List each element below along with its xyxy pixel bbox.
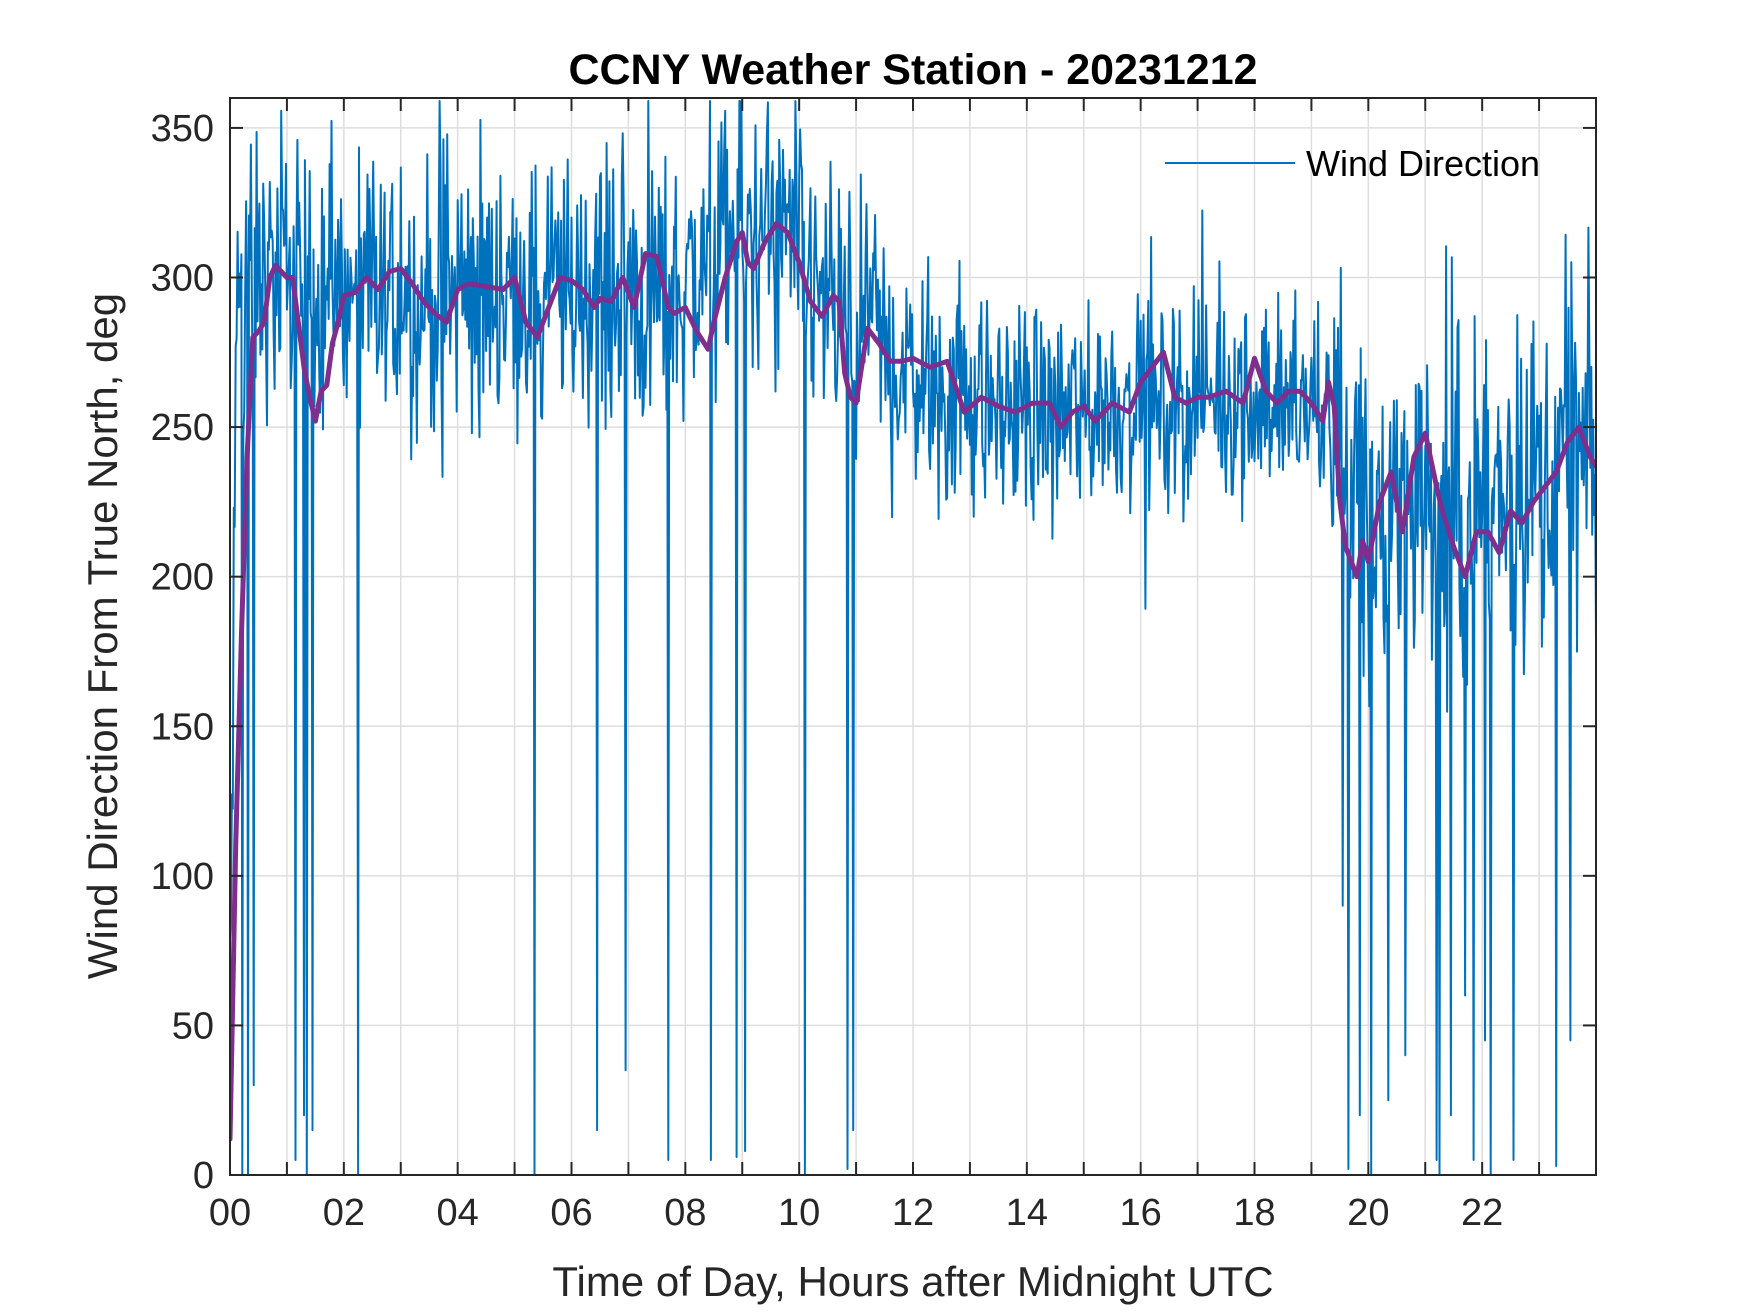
- x-tick-label: 20: [1347, 1192, 1389, 1234]
- chart-title: CCNY Weather Station - 20231212: [568, 46, 1257, 94]
- x-tick-label: 00: [209, 1192, 251, 1234]
- y-tick-label: 100: [151, 856, 214, 898]
- y-tick-label: 200: [151, 557, 214, 599]
- x-tick-label: 18: [1233, 1192, 1275, 1234]
- ticks: [230, 98, 1596, 1176]
- series-layer: [230, 100, 1596, 1175]
- x-tick-label: 04: [437, 1192, 479, 1234]
- y-tick-label: 150: [151, 706, 214, 748]
- x-tick-label: 16: [1120, 1192, 1162, 1234]
- y-tick-label: 50: [172, 1005, 214, 1047]
- y-axis-label: Wind Direction From True North, deg: [79, 293, 126, 979]
- x-tick-label: 02: [323, 1192, 365, 1234]
- y-tick-label: 350: [151, 108, 214, 150]
- legend-entry-wind-direction: Wind Direction: [1306, 143, 1540, 184]
- y-tick-label: 250: [151, 407, 214, 449]
- x-tick-label: 14: [1006, 1192, 1048, 1234]
- tick-labels: 00 02 04 06 08 10 12 14 16 18 20 22 0 50 100 150 200 250 3…: [151, 108, 1504, 1234]
- legend: Wind Direction: [1165, 143, 1540, 184]
- x-axis-label: Time of Day, Hours after Midnight UTC: [552, 1258, 1273, 1305]
- x-tick-label: 12: [892, 1192, 934, 1234]
- series-line-wind-direction: [230, 100, 1596, 1175]
- series-line-smoothed: [230, 221, 1596, 1142]
- x-tick-label: 08: [664, 1192, 706, 1234]
- x-tick-label: 10: [778, 1192, 820, 1234]
- x-tick-label: 06: [550, 1192, 592, 1234]
- y-tick-label: 300: [151, 258, 214, 300]
- x-tick-label: 22: [1461, 1192, 1503, 1234]
- y-tick-label: 0: [193, 1155, 214, 1197]
